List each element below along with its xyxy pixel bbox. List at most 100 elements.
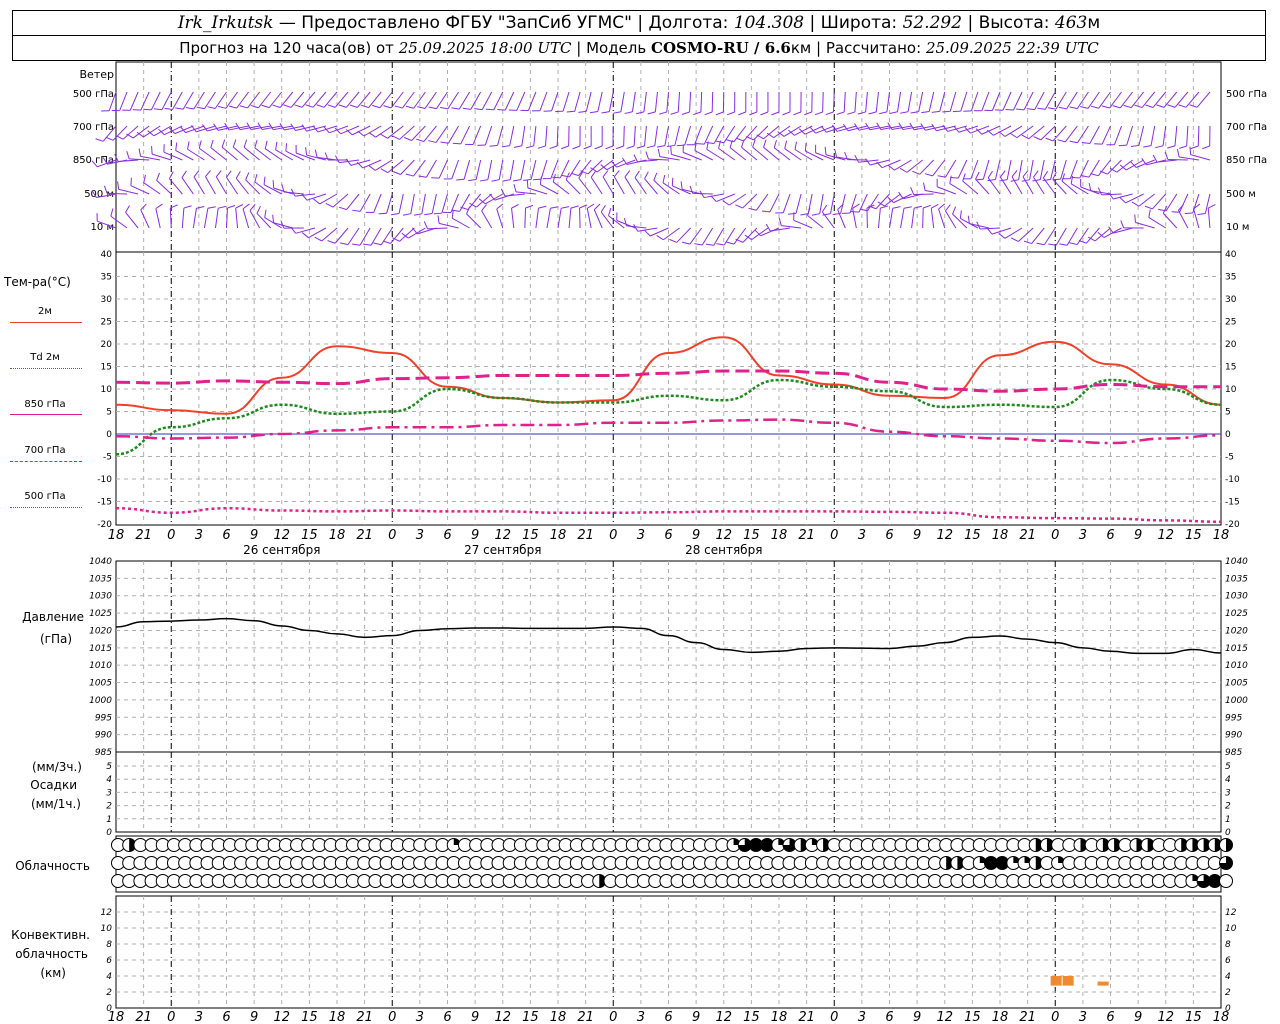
wind-barb-flag: [143, 108, 152, 111]
pressure-ytick-left: 1025: [89, 609, 112, 619]
wind-barb-staff: [370, 227, 382, 246]
wind-barb-flag: [183, 205, 192, 209]
wind-barb-flag: [136, 131, 144, 138]
wind-barb-staff: [858, 159, 879, 163]
bottom-hour-label: 0: [609, 1010, 617, 1024]
precip-ytick-right: 4: [1225, 775, 1231, 785]
wind-barb-flag: [452, 142, 461, 145]
wind-barb-staff: [323, 91, 338, 108]
wind-barb-staff: [1040, 125, 1056, 141]
wind-barb-staff: [334, 91, 349, 108]
wind-barb-flag: [489, 193, 496, 201]
temp-ytick-left: 15: [101, 363, 112, 373]
wind-barb-flag: [633, 224, 639, 232]
wind-barb-staff: [662, 182, 680, 195]
cloud-cover-fill: [995, 856, 1009, 870]
wind-barb-staff: [993, 125, 1012, 136]
wind-barb-staff: [1029, 159, 1034, 180]
wind-level-500hpa-right: 500 гПа: [1226, 89, 1268, 100]
wind-barb-staff: [1088, 159, 1100, 178]
wind-barb-flag: [746, 136, 754, 141]
wind-barb-staff: [849, 193, 857, 214]
wind-barb-staff: [1119, 91, 1133, 109]
wind-barb-flag: [760, 111, 769, 116]
wind-barb-flag: [889, 111, 898, 115]
pressure-ytick-left: 990: [95, 731, 112, 741]
wind-barb-flag: [1052, 178, 1061, 181]
wind-barb-staff: [877, 208, 881, 229]
wind-barb-staff: [497, 125, 504, 146]
model-name: COSMO-RU / 6.6: [651, 39, 791, 57]
temp-hour-label: 6: [443, 528, 451, 543]
wind-barb-staff: [187, 148, 205, 161]
wind-barb-staff: [122, 125, 139, 140]
wind-barb-flag: [837, 203, 844, 210]
wind-barb-staff: [815, 125, 835, 134]
wind-barb-staff: [373, 193, 382, 213]
wind-barb-staff: [460, 125, 471, 145]
wind-barb-staff: [980, 227, 1001, 230]
wind-barb-flag: [1202, 145, 1210, 150]
wind-barb-staff: [644, 125, 647, 146]
wind-barb-staff: [450, 193, 460, 213]
convective-ytick-right: 0: [1225, 1004, 1231, 1014]
wind-barb-staff: [235, 208, 239, 229]
wind-barb-staff: [550, 159, 559, 179]
wind-barb-flag: [1059, 243, 1068, 246]
wind-barb-staff: [672, 185, 691, 195]
wind-barb-flag: [1189, 104, 1198, 108]
wind-barb-staff: [886, 91, 890, 112]
wind-barb-staff: [169, 207, 172, 229]
wind-barb-staff: [819, 193, 824, 214]
wind-barb-flag: [114, 154, 119, 162]
pressure-ytick-left: 985: [95, 748, 112, 758]
wind-barb-staff: [374, 159, 393, 171]
wind-barb-flag: [417, 106, 426, 109]
wind-barb-flag: [931, 110, 940, 113]
wind-barb-flag: [656, 145, 665, 148]
wind-barb-flag: [1036, 242, 1045, 246]
wind-barb-staff: [150, 91, 161, 111]
wind-barb-staff: [1023, 91, 1034, 111]
wind-barb-staff: [119, 91, 128, 111]
wind-barb-flag: [466, 206, 471, 215]
pressure-ytick-right: 1010: [1225, 661, 1248, 671]
wind-level-10m: 10 м: [90, 222, 114, 233]
wind-barb-flag: [380, 168, 389, 174]
wind-barb-staff: [565, 179, 581, 195]
wind-barb-flag: [275, 141, 278, 150]
wind-barb-flag: [496, 203, 504, 210]
wind-barb-staff: [182, 91, 194, 110]
wind-barb-staff: [390, 91, 404, 109]
wind-barb-flag: [393, 171, 401, 175]
wind-barb-staff: [922, 207, 924, 229]
wind-barb-flag: [526, 179, 529, 189]
convective-bar: [1062, 976, 1074, 986]
wind-barb-flag: [235, 171, 241, 179]
wind-barb-flag: [1026, 108, 1035, 111]
wind-barb-staff: [458, 91, 471, 110]
wind-barb-staff: [329, 125, 349, 134]
temp-hour-label: 18: [108, 528, 125, 543]
wind-barb-staff: [970, 91, 979, 112]
wind-barb-flag: [923, 182, 926, 191]
wind-barb-staff: [399, 227, 415, 242]
wind-barb-staff: [1101, 125, 1111, 145]
wind-barb-flag: [372, 104, 381, 109]
wind-barb-flag: [392, 135, 400, 140]
wind-barb-flag: [254, 174, 258, 183]
wind-barb-flag: [693, 111, 702, 116]
wind-barb-staff: [945, 159, 957, 178]
wind-barb-flag: [533, 178, 542, 181]
wind-barb-flag: [615, 145, 624, 150]
wind-barb-flag: [207, 106, 216, 109]
wind-barb-staff: [533, 125, 537, 146]
wind-barb-flag: [566, 110, 575, 113]
wind-barb-staff: [557, 208, 562, 229]
wind-barb-staff: [163, 151, 183, 161]
wind-barb-staff: [843, 91, 846, 112]
wind-barb-flag: [653, 172, 658, 181]
wind-barb-flag: [624, 111, 633, 115]
t500-line: [115, 506, 1222, 523]
wind-barb-staff: [804, 125, 824, 135]
